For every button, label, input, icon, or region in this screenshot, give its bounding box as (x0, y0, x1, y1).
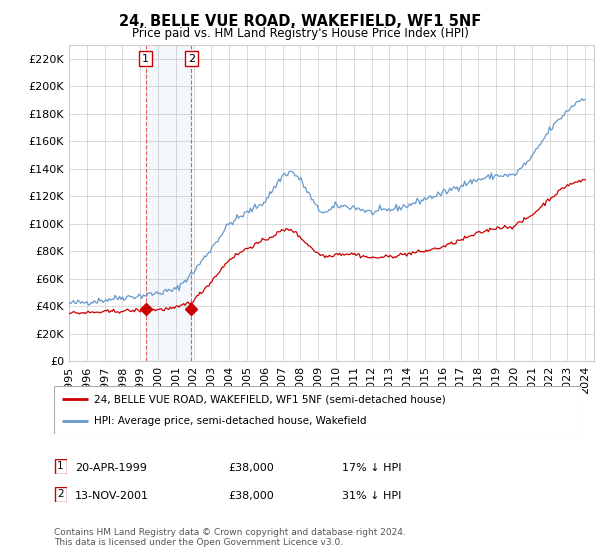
Text: 2: 2 (188, 54, 195, 63)
Text: 2: 2 (57, 489, 64, 500)
FancyBboxPatch shape (55, 459, 67, 474)
Text: £38,000: £38,000 (228, 491, 274, 501)
Text: HPI: Average price, semi-detached house, Wakefield: HPI: Average price, semi-detached house,… (94, 416, 366, 426)
Text: 13-NOV-2001: 13-NOV-2001 (75, 491, 149, 501)
FancyBboxPatch shape (55, 487, 67, 502)
Text: 24, BELLE VUE ROAD, WAKEFIELD, WF1 5NF: 24, BELLE VUE ROAD, WAKEFIELD, WF1 5NF (119, 14, 481, 29)
FancyBboxPatch shape (54, 386, 582, 434)
Bar (146, 45, 191, 361)
Text: 1: 1 (57, 461, 64, 472)
Text: 20-APR-1999: 20-APR-1999 (75, 463, 147, 473)
Text: This data is licensed under the Open Government Licence v3.0.: This data is licensed under the Open Gov… (54, 538, 343, 547)
Text: 31% ↓ HPI: 31% ↓ HPI (342, 491, 401, 501)
Text: 17% ↓ HPI: 17% ↓ HPI (342, 463, 401, 473)
Text: 1: 1 (142, 54, 149, 63)
Text: Price paid vs. HM Land Registry's House Price Index (HPI): Price paid vs. HM Land Registry's House … (131, 27, 469, 40)
Text: Contains HM Land Registry data © Crown copyright and database right 2024.: Contains HM Land Registry data © Crown c… (54, 528, 406, 536)
Text: £38,000: £38,000 (228, 463, 274, 473)
Text: 24, BELLE VUE ROAD, WAKEFIELD, WF1 5NF (semi-detached house): 24, BELLE VUE ROAD, WAKEFIELD, WF1 5NF (… (94, 394, 445, 404)
